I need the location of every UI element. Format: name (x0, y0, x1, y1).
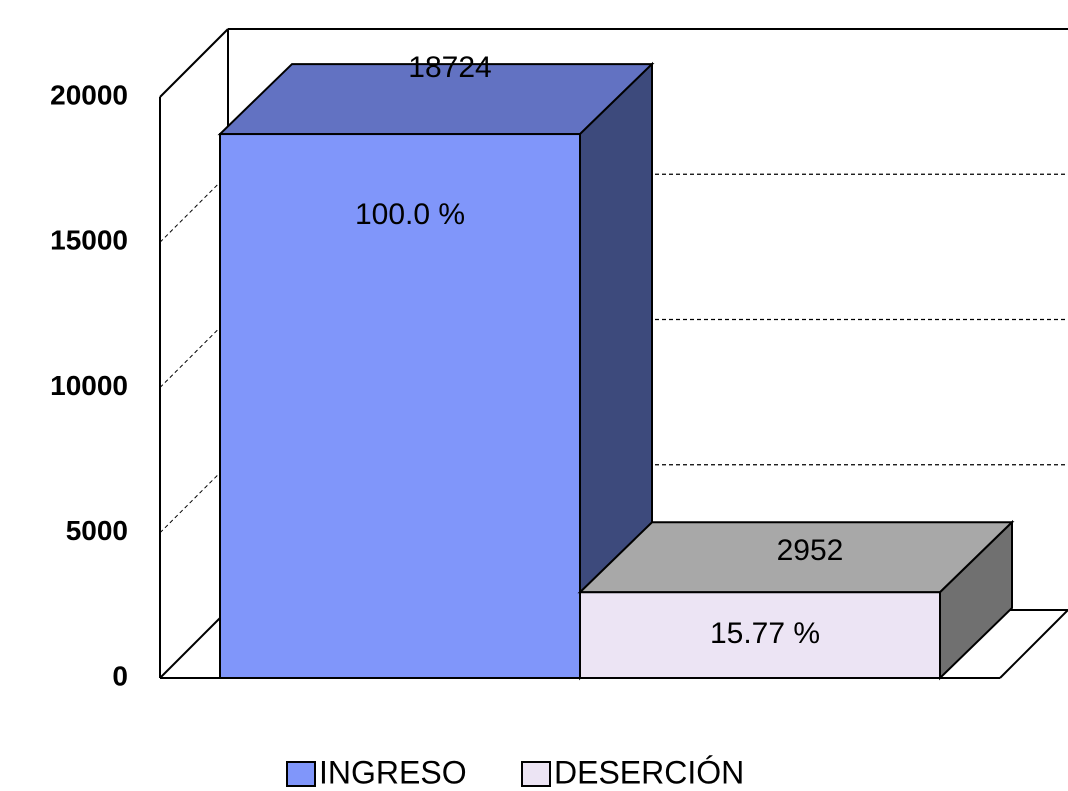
legend-swatch (286, 761, 316, 787)
share-label: 15.77 % (710, 617, 820, 650)
y-tick-label: 10000 (50, 370, 128, 401)
data-label: 2952 (777, 534, 844, 567)
y-tick-label: 20000 (50, 79, 128, 110)
grid-diagonal (159, 319, 229, 388)
bar (219, 133, 581, 679)
grid-diagonal (159, 464, 229, 534)
legend-label: DESERCIÓN (554, 754, 744, 790)
floor-left (159, 609, 229, 679)
legend-swatch (521, 761, 551, 787)
y-tick-label: 0 (112, 660, 128, 691)
data-label: 18724 (408, 51, 491, 84)
share-label: 100.0 % (355, 198, 465, 231)
y-tick-label: 5000 (66, 515, 128, 546)
bar (579, 591, 941, 679)
y-tick-label: 15000 (50, 225, 128, 256)
side-wall-top (159, 28, 229, 98)
legend-label: INGRESO (319, 754, 467, 790)
grid-diagonal (159, 173, 229, 243)
floor-right (999, 609, 1068, 679)
